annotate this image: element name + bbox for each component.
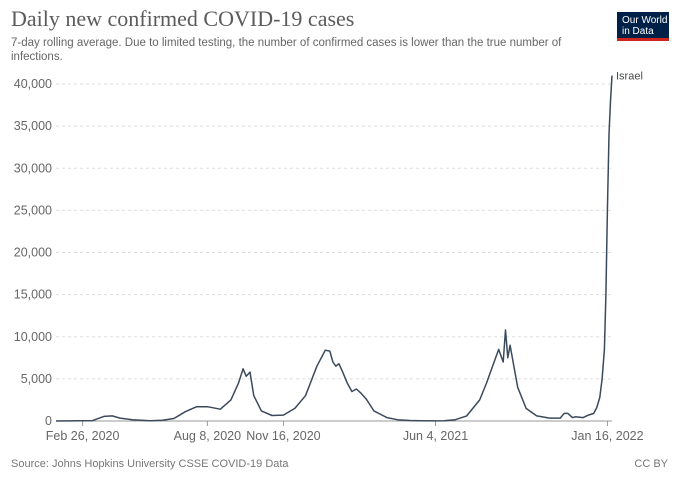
- series-line-israel[interactable]: [55, 75, 613, 422]
- y-tick-label: 15,000: [14, 288, 52, 302]
- x-tick-label: Jan 16, 2022: [571, 429, 643, 443]
- logo-line-1: Our World: [622, 15, 668, 26]
- license-link[interactable]: CC BY: [634, 458, 668, 470]
- y-tick-label: 5,000: [21, 372, 52, 386]
- y-tick-label: 25,000: [14, 203, 52, 217]
- x-tick-label: Nov 16, 2020: [246, 429, 320, 443]
- y-axis: 0 5,000 10,000 15,000 20,000 25,000 30,000 35,0…: [14, 77, 52, 428]
- series-group: Israel: [55, 71, 643, 422]
- y-tick-label: 20,000: [14, 246, 52, 260]
- y-tick-label: 30,000: [14, 161, 52, 175]
- source-note[interactable]: Source: Johns Hopkins University CSSE CO…: [11, 458, 289, 470]
- y-tick-label: 35,000: [14, 119, 52, 133]
- owid-logo[interactable]: Our World in Data: [617, 12, 669, 41]
- chart-title: Daily new confirmed COVID-19 cases: [11, 6, 355, 31]
- logo-accent-bar: [617, 38, 669, 41]
- grid-lines: [56, 83, 612, 422]
- x-axis: Feb 26, 2020 Aug 8, 2020 Nov 16, 2020 Jun 4…: [46, 421, 644, 443]
- x-tick-label: Jun 4, 2021: [403, 429, 468, 443]
- y-tick-label: 10,000: [14, 330, 52, 344]
- chart-subtitle: 7-day rolling average. Due to limited te…: [11, 37, 562, 63]
- y-tick-label: 0: [45, 414, 52, 428]
- x-tick-label: Feb 26, 2020: [46, 429, 120, 443]
- logo-line-2: in Data: [622, 26, 654, 37]
- y-tick-label: 40,000: [14, 77, 52, 91]
- x-tick-label: Aug 8, 2020: [174, 429, 241, 443]
- series-label[interactable]: Israel: [616, 71, 643, 83]
